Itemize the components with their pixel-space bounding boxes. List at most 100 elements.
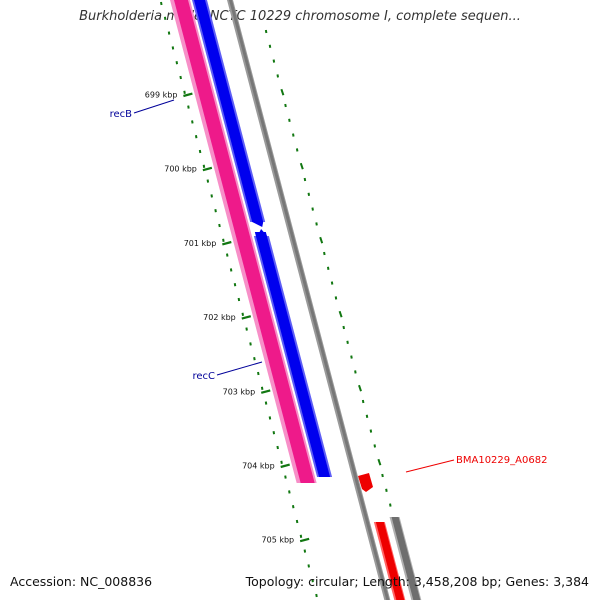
minor-tick [198, 149, 202, 154]
minor-tick [160, 1, 163, 6]
ring-dot [373, 444, 377, 448]
minor-tick [260, 386, 264, 390]
minor-tick [222, 238, 225, 242]
minor-tick [163, 16, 167, 20]
tick-label: 705 kbp [262, 536, 295, 545]
minor-tick [288, 490, 291, 494]
minor-tick [237, 297, 241, 302]
minor-tick [226, 253, 229, 257]
minor-tick [245, 327, 248, 331]
minor-tick [171, 46, 175, 50]
minor-tick [249, 342, 252, 346]
ring-dot [346, 340, 349, 344]
minor-tick [268, 416, 272, 420]
minor-tick [276, 445, 279, 450]
blue-track-lower-core [255, 236, 331, 477]
ring-dot [272, 59, 276, 63]
gene-label-BMA10229_A0682[interactable]: BMA10229_A0682 [456, 455, 547, 466]
blue-arrow-tip [252, 222, 264, 227]
tick-label: 703 kbp [223, 387, 256, 396]
gene-labels: recB recC BMA10229_A0682 [110, 99, 547, 473]
gene-leader-line [405, 459, 455, 473]
major-tick [222, 240, 232, 246]
ring-dot [295, 148, 299, 152]
ring-dot [358, 384, 362, 392]
minor-tick [210, 194, 213, 198]
minor-tick [187, 105, 190, 109]
minor-tick [214, 209, 217, 213]
minor-tick [233, 283, 237, 287]
minor-tick [295, 519, 299, 524]
dark-gray-track [391, 517, 421, 600]
major-tick [241, 315, 252, 320]
ring-dot [307, 192, 311, 196]
minor-tick [280, 460, 283, 464]
accession-text: Accession: NC_008836 [10, 574, 153, 589]
ring-dot [377, 458, 382, 466]
dot-rings [160, 1, 415, 598]
minor-tick [202, 164, 206, 168]
ring-dot [381, 473, 384, 478]
ring-dot [311, 207, 314, 211]
minor-tick [183, 90, 186, 94]
minor-tick [167, 31, 171, 35]
red-feature-arrow [358, 473, 373, 492]
ring-dot [268, 44, 272, 48]
minor-tick [311, 579, 314, 583]
major-tick [202, 166, 213, 172]
ring-dot [385, 488, 388, 492]
minor-tick [257, 371, 260, 376]
ring-dot [330, 281, 334, 285]
ring-dot [350, 355, 353, 359]
minor-tick [291, 505, 295, 509]
minor-tick [229, 268, 233, 272]
ring-dot [323, 251, 326, 256]
minor-tick [175, 61, 179, 65]
ring-dot [292, 133, 295, 137]
minor-tick [315, 593, 318, 598]
ring-dot [338, 310, 343, 318]
genome-summary-text: Topology: circular; Length: 3,458,208 bp… [245, 574, 589, 589]
minor-tick [179, 75, 182, 80]
ring-dot [284, 103, 287, 108]
ring-dot [264, 29, 268, 34]
minor-tick [253, 357, 256, 361]
ring-dot [389, 503, 392, 507]
minor-tick [206, 179, 210, 183]
minor-tick [299, 534, 303, 538]
tick-label: 701 kbp [184, 239, 217, 248]
ring-dot [299, 162, 304, 170]
gene-label-recB[interactable]: recB [110, 109, 133, 120]
ring-dot [342, 325, 345, 330]
gene-leader-line [133, 99, 175, 114]
minor-tick [194, 135, 198, 139]
blue-arrow-head [257, 229, 268, 237]
ring-dot [354, 370, 357, 374]
minor-tick [218, 223, 221, 228]
gene-label-recC[interactable]: recC [192, 371, 215, 382]
minor-tick [307, 564, 310, 568]
ring-dot [326, 266, 330, 270]
ring-dot [361, 399, 365, 404]
minor-tick [241, 312, 245, 316]
ring-dot [319, 236, 324, 244]
ring-dot [276, 74, 279, 78]
tick-label: 699 kbp [145, 91, 178, 100]
major-tick [260, 389, 271, 394]
minor-tick [272, 431, 276, 435]
gene-leader-line [216, 361, 263, 376]
ring-dot [280, 88, 285, 96]
major-tick [183, 92, 193, 98]
ring-dot [315, 222, 318, 226]
minor-tick [264, 401, 268, 405]
pink-track [173, 0, 315, 483]
major-tick [299, 537, 310, 543]
major-tick [280, 463, 290, 469]
tick-label: 700 kbp [164, 165, 197, 174]
ring-dot [334, 296, 338, 300]
ring-dot [365, 414, 369, 418]
red-track [375, 522, 405, 600]
tick-label: 702 kbp [203, 313, 236, 322]
